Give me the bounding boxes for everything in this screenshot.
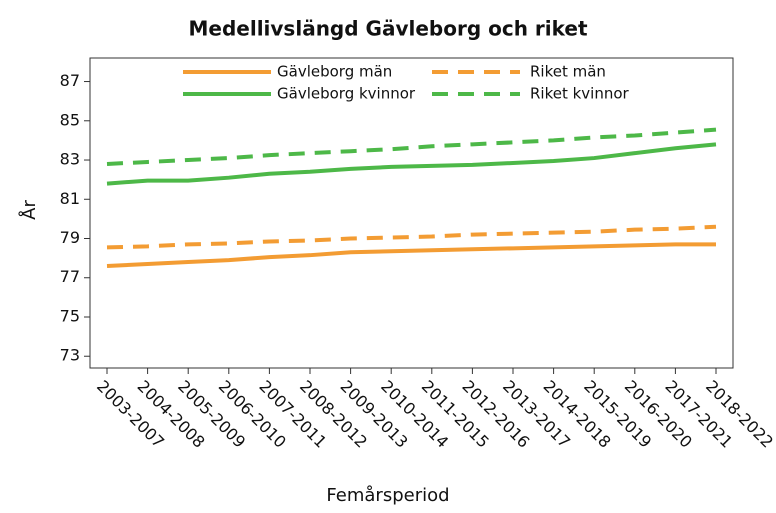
y-tick-label: 77 xyxy=(60,267,80,286)
line-series xyxy=(106,224,717,250)
legend-label: Gävleborg kvinnor xyxy=(277,85,416,103)
y-tick-label: 85 xyxy=(60,110,80,129)
legend-label: Riket män xyxy=(530,63,606,81)
chart-title: Medellivslängd Gävleborg och riket xyxy=(188,17,587,41)
line-series xyxy=(106,242,716,268)
plot-frame xyxy=(89,57,734,369)
y-tick-label: 79 xyxy=(60,228,80,247)
line-series xyxy=(106,142,717,186)
y-tick-label: 73 xyxy=(60,346,80,365)
y-tick-label: 75 xyxy=(60,306,80,325)
legend-label: Riket kvinnor xyxy=(530,85,630,103)
line-series xyxy=(106,127,717,166)
y-tick-label: 87 xyxy=(60,71,80,90)
y-axis-label: År xyxy=(18,200,40,220)
x-axis-label: Femårsperiod xyxy=(326,485,449,506)
legend-label: Gävleborg män xyxy=(277,63,392,81)
y-tick-label: 83 xyxy=(60,150,80,169)
y-tick-label: 81 xyxy=(60,189,80,208)
